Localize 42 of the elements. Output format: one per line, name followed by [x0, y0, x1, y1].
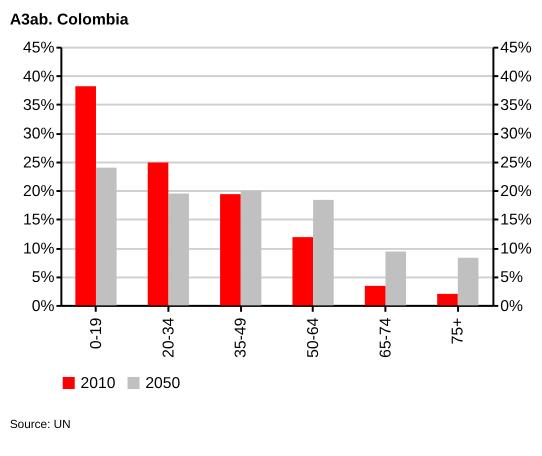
y2-tick-label: 40%: [500, 68, 532, 86]
bar: [148, 162, 168, 306]
bar: [385, 251, 406, 306]
y2-tick-label: 5%: [500, 269, 524, 286]
x-tick-label: 65-74: [377, 317, 394, 358]
bar: [437, 294, 458, 306]
y2-tick-label: 20%: [500, 183, 532, 200]
bar: [168, 194, 189, 306]
bar: [75, 86, 96, 306]
x-tick-label: 75+: [450, 318, 467, 344]
y2-tick-label: 30%: [500, 126, 532, 143]
y2-tick-label: 0%: [500, 298, 524, 315]
x-tick-label: 0-19: [88, 318, 105, 350]
bar: [240, 190, 262, 306]
bar: [292, 237, 314, 306]
y-tick-label: 35%: [23, 96, 55, 114]
x-tick-label: 20-34: [160, 317, 178, 358]
bar: [364, 286, 386, 306]
y2-tick-label: 15%: [500, 212, 532, 229]
y2-tick-label: 35%: [500, 96, 532, 114]
y-tick-label: 10%: [23, 240, 55, 258]
source-note: Source: UN: [10, 418, 71, 432]
chart-title: A3ab. Colombia: [10, 12, 129, 29]
y-tick-label: 20%: [23, 183, 55, 200]
y-tick-label: 15%: [23, 212, 55, 229]
x-tick-label: 35-49: [232, 318, 250, 358]
y2-tick-label: 25%: [500, 154, 532, 172]
x-tick-label: 50-64: [304, 317, 322, 358]
y-tick-label: 30%: [23, 126, 55, 143]
y2-tick-label: 45%: [500, 40, 532, 57]
legend-label: 2050: [145, 374, 181, 392]
y-tick-label: 25%: [23, 154, 55, 172]
bar: [313, 200, 334, 306]
y-tick-label: 40%: [23, 68, 55, 86]
y2-tick-label: 10%: [500, 240, 532, 258]
bar: [96, 168, 117, 306]
bar: [458, 258, 478, 306]
legend-label: 2010: [80, 374, 116, 392]
bar: [220, 194, 241, 306]
y-tick-label: 0%: [32, 298, 55, 315]
y-tick-label: 5%: [32, 269, 55, 286]
y-tick-label: 45%: [23, 40, 55, 57]
